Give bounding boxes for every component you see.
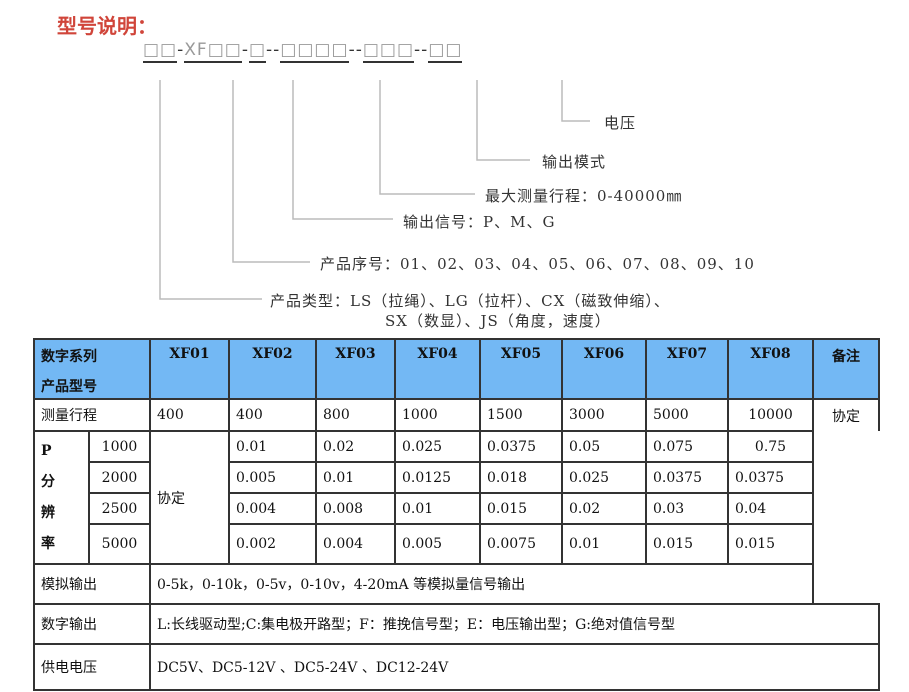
resolution-cell: 0.0125: [394, 461, 481, 494]
connector-lines: [159, 80, 590, 300]
label-max-range: 最大测量行程：0-40000㎜: [485, 187, 683, 205]
model-header: XF04: [394, 338, 481, 400]
code-sep: --: [266, 40, 281, 60]
power-value: DC5V、DC5-12V 、DC5-24V 、DC12-24V: [149, 643, 880, 691]
resolution-cell: 0.018: [479, 461, 563, 494]
range-cell: 800: [315, 398, 396, 432]
model-header: XF06: [561, 338, 647, 400]
label-output-signal: 输出信号：P、M、G: [403, 213, 556, 231]
power-row: 供电电压 DC5V、DC5-12V 、DC5-24V 、DC12-24V: [33, 643, 880, 691]
xf01-resolution: 协定: [149, 430, 230, 565]
label-serial: 产品序号：01、02、03、04、05、06、07、08、09、10: [320, 255, 755, 273]
code-sep: -: [177, 40, 185, 60]
label-type-1: 产品类型：LS（拉绳）、LG（拉杆）、CX（磁致伸缩）、: [270, 292, 670, 310]
pulse-count: 2000: [88, 461, 151, 494]
model-header: XF01: [149, 338, 230, 400]
resolution-cell: 0.015: [727, 523, 814, 565]
page-title: 型号说明：: [57, 14, 157, 38]
resolution-cell: 0.01: [394, 492, 481, 525]
resolution-cell: 0.004: [228, 492, 317, 525]
header-label: 数字系列 产品型号: [33, 338, 151, 400]
pulse-count: 1000: [88, 430, 151, 463]
model-header: XF07: [645, 338, 729, 400]
resolution-cell: 0.02: [315, 430, 396, 463]
digital-label: 数字输出: [33, 603, 151, 645]
resolution-cell: 0.002: [228, 523, 317, 565]
model-header: XF02: [228, 338, 317, 400]
connector-output-signal: [292, 80, 393, 220]
pulse-count: 5000: [88, 523, 151, 565]
code-seg-serial: XF□□: [184, 40, 242, 63]
resolution-cell: 0.01: [561, 523, 647, 565]
resolution-cell: 0.0375: [727, 461, 814, 494]
model-header: XF03: [315, 338, 396, 400]
header-row: 数字系列 产品型号 XF01 XF02 XF03 XF04 XF05 XF06 X…: [33, 338, 880, 400]
resolution-cell: 0.004: [315, 523, 396, 565]
resolution-cell: 0.04: [727, 492, 814, 525]
resolution-row: 2500 0.004 0.008 0.01 0.015 0.02 0.03 0.04: [34, 492, 879, 525]
digital-row: 数字输出 L:长线驱动型;C:集电极开路型；F：推挽信号型；E：电压输出型；G:…: [33, 603, 880, 645]
resolution-cell: 0.01: [315, 461, 396, 494]
power-label: 供电电压: [33, 643, 151, 691]
model-code-pattern: □□-XF□□-□--□□□□--□□□--□□: [143, 40, 463, 63]
code-sep: -: [241, 40, 249, 60]
resolution-cell: 0.01: [228, 430, 317, 463]
connector-serial: [232, 80, 310, 263]
resolution-cell: 0.025: [561, 461, 647, 494]
range-cell: 10000: [727, 398, 814, 432]
resolution-row: P 分辨率 1000 协定 0.01 0.02 0.025 0.0375 0.05 0.075 0.…: [33, 430, 879, 565]
resolution-cell: 0.02: [561, 492, 647, 525]
range-cell: 400: [149, 398, 230, 432]
spec-table: 数字系列 产品型号 XF01 XF02 XF03 XF04 XF05 XF06 X…: [33, 338, 880, 691]
range-label: 测量行程: [33, 398, 151, 432]
resolution-cell: 0.0375: [479, 430, 563, 463]
connector-max-range: [379, 80, 475, 195]
code-seg-voltage: □□: [428, 40, 463, 63]
model-header: XF08: [727, 338, 814, 400]
connector-type: [159, 80, 262, 300]
range-cell: 400: [228, 398, 317, 432]
code-seg-mode: □□□: [362, 40, 415, 63]
resolution-cell: 0.008: [315, 492, 396, 525]
remark-cell: 协定: [812, 398, 880, 431]
model-header: XF05: [479, 338, 563, 400]
resolution-cell: 0.015: [479, 492, 563, 525]
range-cell: 3000: [561, 398, 647, 432]
pulse-count: 2500: [88, 492, 151, 525]
analog-label: 模拟输出: [33, 563, 151, 605]
label-output-mode: 输出模式: [542, 153, 607, 171]
resolution-cell: 0.05: [561, 430, 647, 463]
analog-row: 模拟输出 0-5k，0-10k，0-5v，0-10v，4-20mA 等模拟量信号…: [33, 563, 879, 605]
resolution-cell: 0.075: [645, 430, 729, 463]
resolution-cell: 0.005: [394, 523, 481, 565]
resolution-cell: 0.75: [727, 430, 814, 463]
analog-value: 0-5k，0-10k，0-5v，0-10v，4-20mA 等模拟量信号输出: [149, 563, 814, 605]
range-cell: 1500: [479, 398, 563, 432]
code-seg-signal: □: [248, 40, 267, 63]
range-row: 测量行程 400 400 800 1000 1500 3000 5000 100…: [33, 398, 880, 432]
connector-voltage: [561, 80, 590, 122]
connector-output-mode: [476, 80, 530, 161]
code-seg-type: □□: [143, 40, 178, 63]
resolution-cell: 0.015: [645, 523, 729, 565]
label-type-2: SX（数显）、JS（角度，速度）: [385, 312, 611, 330]
range-cell: 5000: [645, 398, 729, 432]
code-sep: --: [414, 40, 429, 60]
digital-value: L:长线驱动型;C:集电极开路型；F：推挽信号型；E：电压输出型；G:绝对值信号…: [149, 603, 880, 645]
code-seg-range: □□□□: [280, 40, 349, 63]
resolution-row: 2000 0.005 0.01 0.0125 0.018 0.025 0.0375 0.037…: [34, 461, 879, 494]
resolution-cell: 0.0075: [479, 523, 563, 565]
remark-header: 备注: [812, 338, 880, 400]
resolution-row: 5000 0.002 0.004 0.005 0.0075 0.01 0.015 0.015: [34, 523, 879, 565]
resolution-cell: 0.0375: [645, 461, 729, 494]
range-cell: 1000: [394, 398, 481, 432]
label-voltage: 电压: [604, 114, 637, 132]
code-sep: --: [348, 40, 363, 60]
resolution-cell: 0.025: [394, 430, 481, 463]
resolution-cell: 0.03: [645, 492, 729, 525]
resolution-cell: 0.005: [228, 461, 317, 494]
